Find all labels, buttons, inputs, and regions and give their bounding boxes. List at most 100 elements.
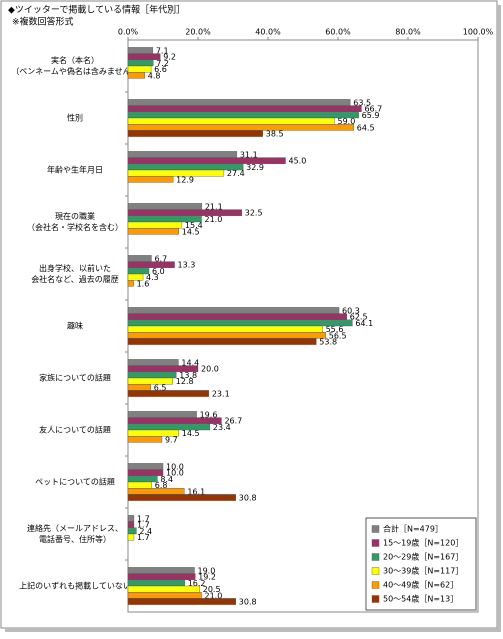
y-tick-label: 連絡先（メールアドレス、: [27, 523, 123, 533]
bar: [127, 527, 137, 535]
legend-swatch: [371, 539, 380, 547]
y-tick-label: 友人についての話題: [39, 425, 111, 435]
bar: [127, 319, 353, 327]
x-tick-label: 20.0%: [185, 28, 211, 37]
value-label: 63.5: [353, 99, 371, 108]
bar: [127, 130, 263, 137]
bar: [127, 59, 154, 67]
bar: [127, 307, 340, 314]
legend-label: 50～54歳［N=13］: [383, 594, 458, 604]
value-label: 23.4: [213, 423, 231, 432]
bar: [127, 151, 238, 158]
y-tick-label: 年齢や生年月日: [47, 165, 103, 175]
bar: [127, 417, 222, 425]
y-tick-label: 上記のいずれも掲載していない: [19, 581, 131, 591]
value-label: 1.7: [137, 533, 150, 542]
value-label: 32.5: [245, 209, 263, 218]
bar: [127, 280, 134, 287]
value-label: 21.1: [205, 203, 223, 212]
value-label: 30.8: [239, 598, 257, 607]
value-label: 26.7: [224, 417, 242, 426]
y-tick-label: 会社名など、過去の履歴: [31, 274, 119, 284]
value-label: 56.5: [329, 331, 347, 340]
x-tick-label: 80.0%: [395, 28, 421, 37]
bar: [127, 99, 351, 106]
bar: [127, 313, 347, 321]
bar: [127, 105, 362, 112]
value-label: 19.0: [198, 567, 216, 576]
value-label: 10.0: [166, 469, 184, 478]
value-label: 16.2: [188, 579, 206, 588]
value-label: 1.6: [137, 279, 150, 288]
bar: [127, 273, 144, 281]
x-tick-label: 60.0%: [325, 28, 351, 37]
legend-swatch: [371, 553, 380, 561]
y-tick-label: ペットについての話題: [35, 477, 115, 487]
value-label: 60.3: [342, 307, 360, 316]
legend-label: 30～39歳［N=117］: [383, 566, 463, 576]
value-label: 53.8: [319, 338, 337, 347]
value-label: 1.7: [137, 521, 150, 530]
value-label: 59.0: [338, 117, 356, 126]
value-label: 27.4: [227, 169, 245, 178]
value-label: 6.8: [155, 481, 168, 490]
value-label: 21.0: [205, 591, 223, 600]
legend-label: 40～49歳［N=62］: [383, 580, 458, 590]
x-tick-label: 40.0%: [255, 28, 281, 37]
value-label: 66.7: [364, 105, 382, 114]
bar: [127, 469, 164, 477]
bar: [127, 573, 196, 580]
legend-label: 15～19歳［N=120］: [383, 538, 463, 548]
bar: [127, 390, 210, 397]
value-label: 55.6: [326, 325, 344, 334]
legend-swatch: [371, 567, 380, 575]
x-tick-label: 0.0%: [118, 28, 139, 37]
value-label: 6.6: [154, 65, 167, 74]
value-label: 9.2: [163, 53, 176, 62]
bar: [127, 209, 242, 217]
chart-subtitle: ※複数回答形式: [12, 16, 74, 28]
legend-swatch: [371, 595, 380, 603]
bar: [127, 332, 326, 339]
value-label: 4.3: [146, 273, 159, 282]
bar: [127, 163, 244, 171]
bar: [127, 515, 135, 522]
legend-swatch: [371, 525, 380, 533]
bar: [127, 411, 197, 418]
value-label: 6.0: [152, 267, 165, 276]
bar: [127, 598, 237, 605]
value-label: 64.5: [357, 123, 375, 132]
bar: [127, 203, 203, 210]
bar: [127, 371, 177, 379]
bar: [127, 359, 179, 366]
frame-shadow: [497, 5, 501, 631]
bar: [127, 592, 202, 599]
bar: [127, 71, 145, 79]
bar: [127, 221, 183, 229]
bar: [127, 579, 185, 587]
value-label: 13.8: [179, 371, 197, 380]
value-label: 10.0: [166, 463, 184, 472]
bar: [127, 384, 151, 391]
bar: [127, 175, 174, 183]
bar: [127, 585, 200, 593]
value-label: 13.3: [178, 261, 196, 270]
legend-label: 合計［N=479］: [383, 524, 443, 534]
y-tick-label: （ペンネームや偽名は含みません）: [11, 66, 138, 76]
value-label: 16.1: [187, 487, 205, 496]
value-label: 20.5: [203, 585, 221, 594]
bar: [127, 261, 175, 269]
bar: [127, 47, 154, 54]
value-label: 21.0: [205, 215, 223, 224]
value-label: 19.6: [200, 411, 218, 420]
value-label: 6.7: [154, 255, 167, 264]
bar: [127, 521, 135, 528]
value-label: 31.1: [240, 151, 258, 160]
value-label: 62.5: [350, 313, 368, 322]
value-label: 19.2: [198, 573, 216, 582]
value-label: 7.1: [156, 47, 169, 56]
bar: [127, 463, 164, 470]
bar: [127, 494, 237, 501]
bar: [127, 325, 323, 333]
